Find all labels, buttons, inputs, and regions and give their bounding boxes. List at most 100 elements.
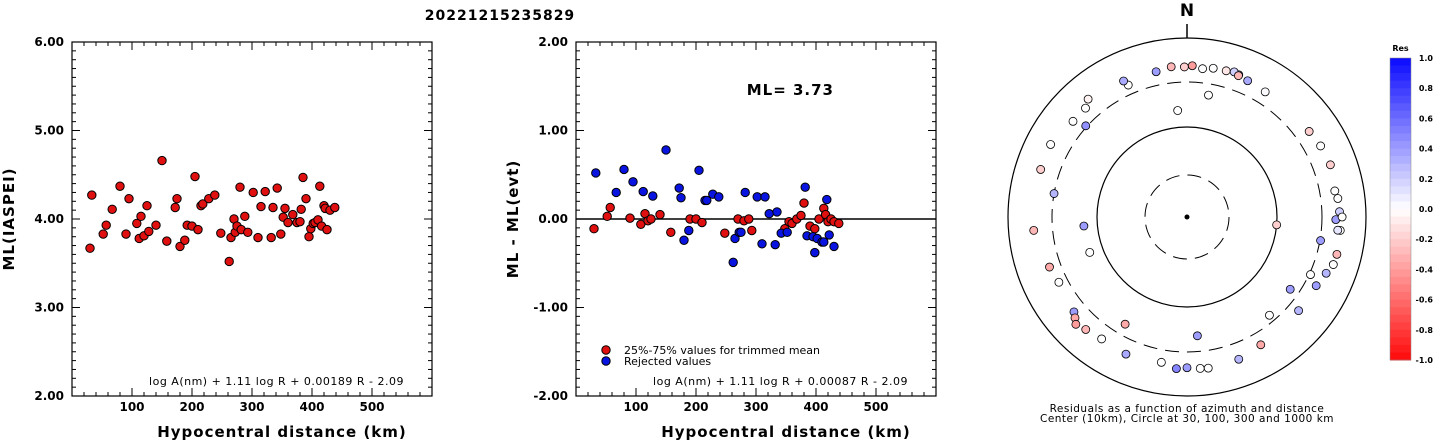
data-point bbox=[810, 224, 820, 234]
colorbar-tick-label: -0.2 bbox=[1416, 235, 1434, 244]
formula-label: log A(nm) + 1.11 log R + 0.00189 R - 2.0… bbox=[149, 375, 404, 388]
station-marker bbox=[1046, 140, 1055, 149]
y-tick-label: -2.00 bbox=[533, 389, 568, 403]
station-marker bbox=[1333, 194, 1343, 203]
station-marker bbox=[1068, 116, 1078, 126]
data-point bbox=[697, 217, 707, 228]
data-point bbox=[625, 213, 635, 223]
data-point bbox=[674, 183, 684, 193]
data-point bbox=[760, 192, 770, 202]
colorbar-segment bbox=[1390, 337, 1411, 346]
station-marker bbox=[1203, 363, 1213, 373]
data-point bbox=[296, 204, 306, 214]
data-point bbox=[684, 225, 694, 236]
y-axis-label: ML - ML(evt) bbox=[504, 160, 522, 278]
data-point bbox=[694, 165, 704, 176]
colorbar-segment bbox=[1390, 224, 1411, 233]
data-point bbox=[315, 181, 325, 191]
data-point bbox=[198, 199, 208, 209]
x-tick-label: 500 bbox=[359, 400, 384, 414]
data-point bbox=[193, 224, 203, 235]
data-point bbox=[283, 217, 293, 228]
station-marker bbox=[1325, 160, 1335, 170]
colorbar-segment bbox=[1390, 239, 1411, 248]
colorbar-segment bbox=[1390, 95, 1411, 104]
data-point bbox=[764, 208, 774, 219]
station-marker bbox=[1332, 249, 1342, 259]
station-marker bbox=[1316, 141, 1326, 151]
polar-caption: Center (10km), Circle at 30, 100, 300 an… bbox=[1040, 413, 1334, 425]
colorbar-segment bbox=[1390, 58, 1411, 67]
station-marker bbox=[1045, 262, 1054, 272]
x-axis-label: Hypocentral distance (km) bbox=[661, 423, 911, 441]
colorbar-segment bbox=[1390, 352, 1411, 361]
colorbar-segment bbox=[1390, 254, 1411, 263]
colorbar-frame bbox=[1389, 57, 1412, 361]
station-marker bbox=[1285, 284, 1295, 294]
colorbar-segment bbox=[1390, 322, 1411, 331]
station-marker bbox=[1179, 62, 1189, 72]
station-marker bbox=[1081, 325, 1091, 334]
data-point bbox=[210, 190, 220, 200]
data-point bbox=[224, 256, 234, 267]
data-point bbox=[736, 227, 746, 237]
data-point bbox=[124, 193, 134, 204]
colorbar-segment bbox=[1390, 284, 1411, 293]
scatter-panel-1: 2.00 3.00 4.00 5.00 6.00 100 200 300 400 500 Hypoc… bbox=[0, 35, 433, 441]
y-tick-label: 4.00 bbox=[34, 212, 64, 226]
colorbar-segment bbox=[1390, 178, 1411, 187]
data-point bbox=[248, 187, 258, 198]
station-marker bbox=[1316, 236, 1325, 245]
data-point bbox=[679, 235, 689, 245]
data-point bbox=[772, 207, 782, 217]
colorbar-segment bbox=[1390, 110, 1411, 119]
station-marker bbox=[1328, 260, 1338, 269]
colorbar-segment bbox=[1390, 163, 1411, 172]
data-point bbox=[770, 239, 780, 250]
data-point bbox=[304, 232, 314, 242]
station-marker bbox=[1171, 364, 1181, 374]
data-point bbox=[85, 243, 95, 253]
y-tick-label: 5.00 bbox=[34, 124, 64, 138]
data-point bbox=[157, 155, 167, 166]
data-point bbox=[121, 229, 131, 239]
colorbar-segment bbox=[1390, 186, 1411, 195]
x-tick-label: 500 bbox=[863, 400, 888, 414]
data-point bbox=[740, 187, 750, 198]
ring-300km bbox=[1051, 81, 1323, 353]
data-point bbox=[648, 191, 658, 201]
data-point bbox=[170, 202, 180, 213]
colorbar: Res 1.0 0.8 0.6 0.4 0.2 0.0 -0.2 -0.4 -0.6 -0.8 -1.… bbox=[1389, 44, 1434, 365]
data-point bbox=[172, 193, 182, 204]
y-tick-label: 6.00 bbox=[34, 35, 64, 49]
data-point bbox=[132, 218, 142, 229]
colorbar-segment bbox=[1390, 307, 1411, 316]
station-marker bbox=[1311, 281, 1321, 291]
data-point bbox=[619, 164, 629, 175]
station-marker bbox=[1272, 220, 1282, 230]
data-point bbox=[298, 172, 308, 183]
station-marker bbox=[1243, 76, 1253, 86]
colorbar-tick-label: -0.6 bbox=[1416, 296, 1434, 305]
station-marker bbox=[1321, 268, 1331, 278]
station-marker bbox=[1304, 127, 1314, 136]
colorbar-segment bbox=[1390, 246, 1411, 255]
colorbar-segment bbox=[1390, 201, 1411, 210]
data-point bbox=[800, 182, 810, 192]
y-axis-label: ML(IASPEI) bbox=[0, 167, 18, 270]
data-point bbox=[602, 211, 612, 222]
data-point bbox=[87, 190, 97, 200]
x-tick-label: 200 bbox=[683, 400, 708, 414]
data-point bbox=[276, 229, 286, 239]
colorbar-segment bbox=[1390, 209, 1411, 218]
y-tick-label: -1.00 bbox=[533, 301, 568, 315]
station-marker bbox=[1166, 62, 1176, 72]
colorbar-title: Res bbox=[1392, 44, 1409, 53]
data-point bbox=[819, 237, 829, 247]
data-point bbox=[142, 201, 152, 211]
colorbar-tick-label: 1.0 bbox=[1419, 54, 1434, 63]
colorbar-segment bbox=[1390, 73, 1411, 82]
station-marker bbox=[1029, 226, 1039, 235]
colorbar-segment bbox=[1390, 125, 1411, 134]
